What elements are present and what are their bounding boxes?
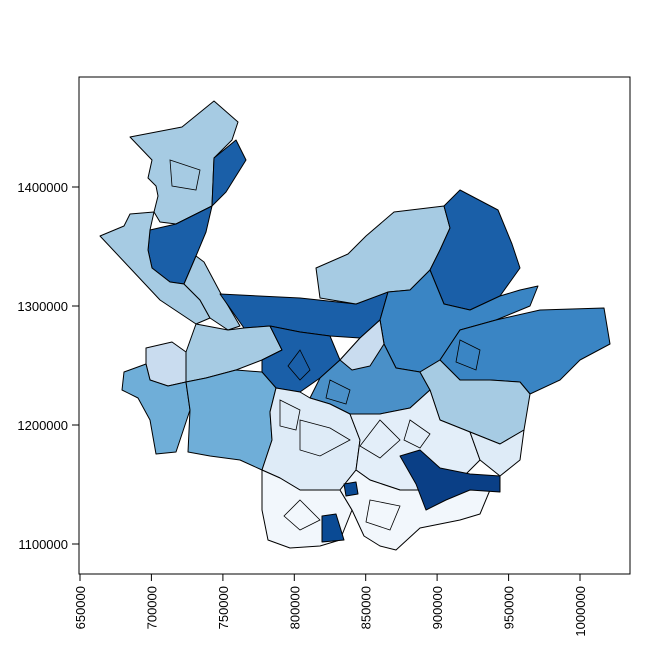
y-tick-label: 1200000 [17,418,68,433]
region-valle-light [339,319,385,371]
y-tick-label: 1400000 [17,180,68,195]
x-axis [79,573,581,581]
region-oriente-darkest [399,449,501,511]
x-tick-label: 950000 [502,586,517,629]
y-tick-labels: 1100000 1200000 1300000 1400000 [17,180,68,552]
y-axis [72,186,80,545]
y-tick-label: 1100000 [18,537,68,552]
region-oriente-east [469,429,525,477]
x-tick-label: 1000000 [573,586,588,637]
map-regions [99,100,611,551]
x-tick-label: 650000 [73,586,88,629]
x-tick-label: 800000 [287,586,302,629]
y-tick-label: 1300000 [17,299,68,314]
municipal-boundaries [169,159,481,531]
region-west-pale [145,341,187,387]
x-tick-label: 850000 [359,586,374,629]
region-uraba-necocli [211,139,247,207]
region-uraba-south [183,255,241,331]
region-west-south [185,369,277,471]
x-tick-labels: 650000 700000 750000 800000 850000 90000… [73,586,588,637]
region-south-dark-small [343,481,359,497]
x-tick-label: 700000 [144,586,159,629]
x-tick-label: 750000 [216,586,231,629]
region-west-mid [121,363,191,455]
region-suroeste-dark [321,513,345,543]
x-tick-label: 900000 [430,586,445,629]
